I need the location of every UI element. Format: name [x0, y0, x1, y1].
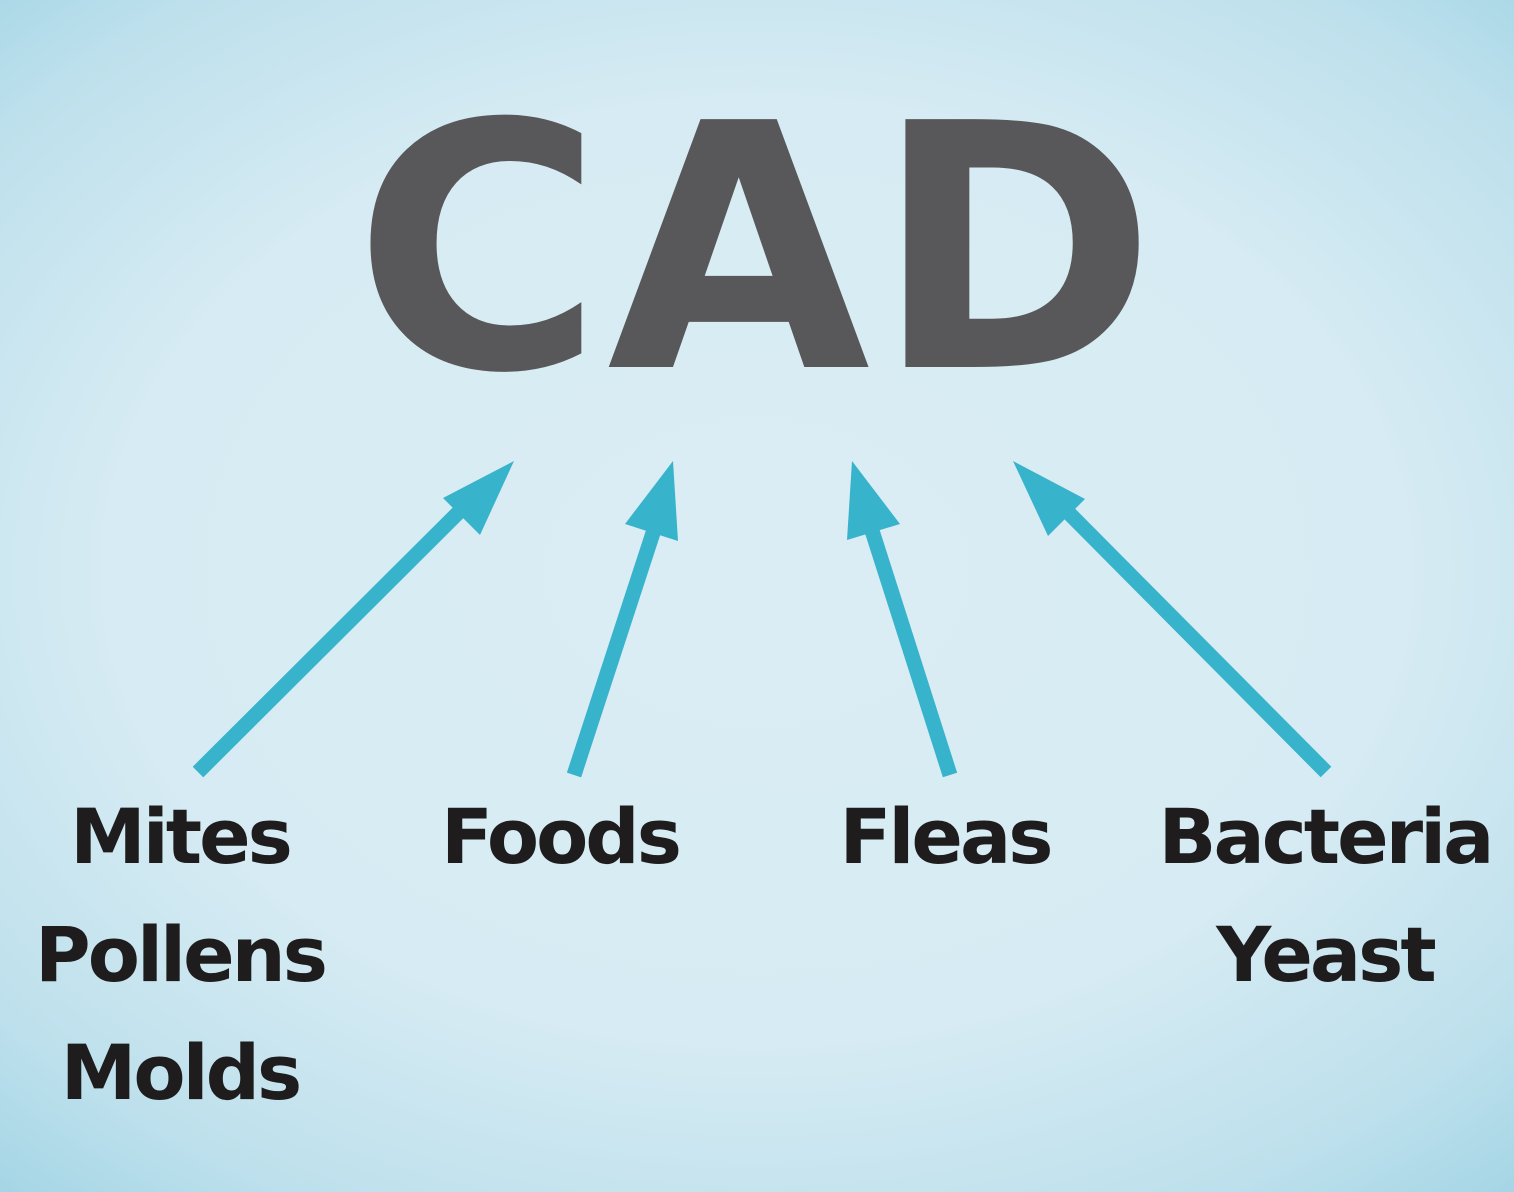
cause-text: Pollens [35, 910, 328, 999]
cause-text: Foods [441, 792, 682, 881]
cause-label-foods: Foods [400, 778, 720, 896]
arrow-bacteria [1013, 461, 1332, 778]
cause-label-fleas: Fleas [790, 778, 1100, 896]
arrow-mites [192, 461, 514, 778]
arrow-foods [566, 461, 678, 778]
cause-text: Bacteria [1158, 792, 1495, 881]
cause-text: Mites [70, 792, 293, 881]
diagram-title: CAD [353, 52, 1161, 448]
arrow-fleas [847, 461, 958, 778]
cause-label-mites-pollens-molds: Mites Pollens Molds [0, 778, 360, 1132]
cause-text: Fleas [839, 792, 1053, 881]
cause-label-bacteria-yeast: Bacteria Yeast [1150, 778, 1500, 1014]
cause-text: Yeast [1216, 910, 1436, 999]
cause-text: Molds [60, 1028, 303, 1117]
